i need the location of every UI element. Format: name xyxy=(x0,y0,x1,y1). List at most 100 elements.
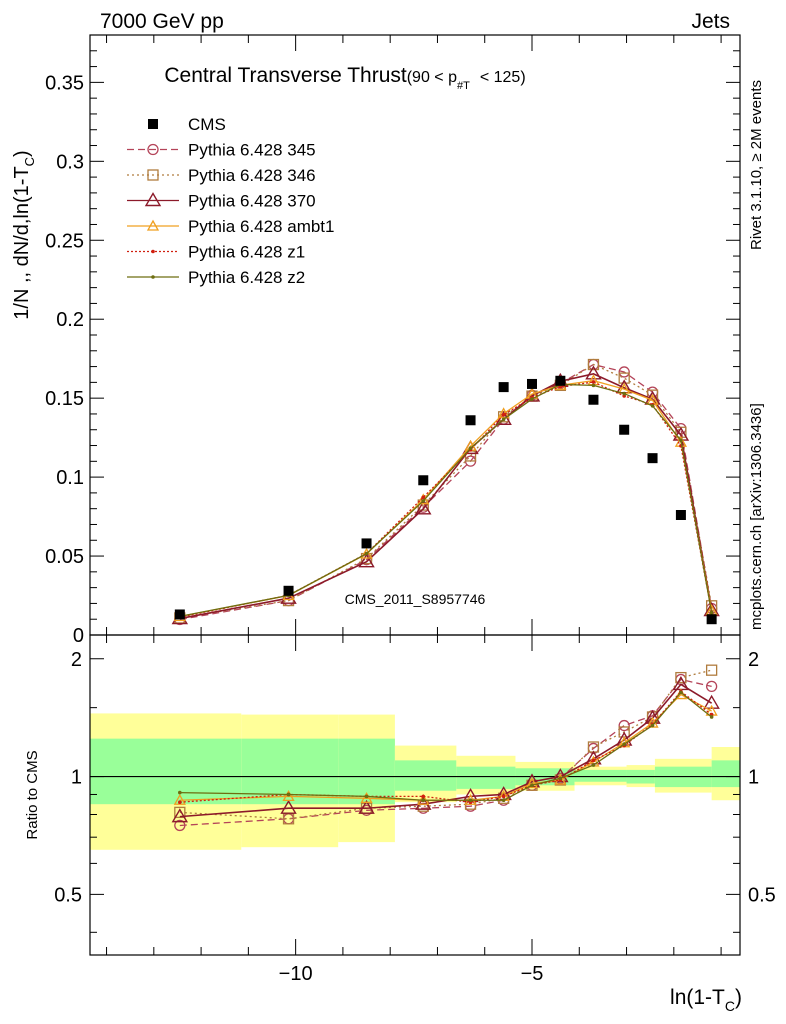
ratio-series-lines xyxy=(171,664,720,832)
series-line xyxy=(179,363,713,621)
rivet-label: Rivet 3.1.10, ≥ 2M events xyxy=(748,80,765,250)
cms-data-point xyxy=(647,453,658,464)
ratio-series-marker xyxy=(421,794,426,799)
ratio-series-marker xyxy=(618,719,630,732)
series-marker xyxy=(650,404,655,408)
series-marker xyxy=(591,383,596,388)
y-tick-label: 0.1 xyxy=(56,467,84,489)
cms-data-point xyxy=(675,510,686,520)
ratio-inner-band xyxy=(394,760,457,791)
cms-data-point xyxy=(588,394,599,405)
ratio-series-marker xyxy=(709,715,714,719)
ratio-series-marker xyxy=(286,792,291,797)
series-marker xyxy=(587,358,600,371)
cms-data-point xyxy=(174,609,185,620)
ratio-panel: 0.5 0.5 1 1 2 2 −10 −5 xyxy=(54,634,776,985)
y-axis-label-main: 1/N ,, dN/d,ln(1-T xyxy=(11,166,33,319)
ratio-series-marker xyxy=(705,664,718,676)
header-right: Jets xyxy=(691,10,730,33)
legend-cms-label: CMS xyxy=(188,115,226,134)
legend-marker xyxy=(147,169,159,181)
ratio-series-marker xyxy=(171,808,189,823)
ratio-series-marker xyxy=(703,694,720,709)
series-marker xyxy=(591,380,596,384)
ratio-series-marker xyxy=(178,800,182,805)
ratio-series-marker xyxy=(282,790,295,802)
main-axes: 0 0.05 0.1 0.15 0.2 0.25 0.3 0.35 xyxy=(45,35,740,647)
ratio-y-label: Ratio to CMS xyxy=(24,750,41,839)
series-line xyxy=(179,383,713,618)
series-marker xyxy=(358,553,375,568)
legend-label: Pythia 6.428 z2 xyxy=(188,268,305,287)
legend-marker xyxy=(146,219,160,231)
ratio-series-marker xyxy=(679,690,683,695)
series-marker xyxy=(360,547,373,559)
series-2 xyxy=(171,365,720,625)
ratio-y-tick-label-right: 0.5 xyxy=(748,884,776,906)
cms-data-point xyxy=(465,415,476,426)
y-tick-label: 0.3 xyxy=(56,151,84,173)
watermark: CMS_2011_S8957746 xyxy=(345,591,486,607)
legend-label: Pythia 6.428 346 xyxy=(188,166,316,185)
y-tick-label: 0.25 xyxy=(45,230,84,252)
ratio-frame xyxy=(89,634,741,956)
cms-data-point xyxy=(619,424,630,435)
ratio-series-marker xyxy=(591,758,596,763)
ratio-inner-band xyxy=(711,760,740,788)
ratio-series-marker xyxy=(501,794,506,799)
cms-data-point xyxy=(418,475,429,486)
y-tick-label: 0.05 xyxy=(45,546,84,568)
series-marker xyxy=(679,438,683,443)
chart-title-suffix: (90 < p xyxy=(407,69,457,86)
ratio-y-tick-label: 0.5 xyxy=(54,884,82,906)
x-axis-label-main: ln(1-T xyxy=(670,986,725,1009)
cms-data-point xyxy=(527,378,537,389)
series-marker xyxy=(585,365,602,380)
series-line xyxy=(179,379,713,618)
legend-label: Pythia 6.428 345 xyxy=(188,141,316,160)
main-series-lines xyxy=(171,358,720,626)
y-tick-label: 0.35 xyxy=(45,72,84,94)
y-axis-label-sub: C xyxy=(22,157,37,166)
ratio-series-marker xyxy=(421,798,426,803)
ratio-bands xyxy=(90,713,740,850)
main-panel: 0 0.05 0.1 0.15 0.2 0.25 0.3 0.35 CMS_2011_S895… xyxy=(45,34,741,647)
y-tick-label: 0 xyxy=(73,625,84,647)
cms-data-points xyxy=(174,375,717,625)
legend-marker xyxy=(151,249,155,254)
ratio-series-marker xyxy=(622,742,626,746)
ratio-series-marker xyxy=(174,819,186,832)
legend-label: Pythia 6.428 370 xyxy=(188,192,316,211)
ratio-series-marker xyxy=(415,795,432,810)
x-tick-label: −5 xyxy=(521,963,544,985)
ratio-series-marker xyxy=(173,793,186,805)
legend-marker xyxy=(147,143,159,156)
ratio-series-5 xyxy=(178,690,714,803)
ratio-series-marker xyxy=(675,671,687,684)
ratio-y-tick-label: 2 xyxy=(71,649,82,671)
legend-marker xyxy=(144,192,162,207)
cms-data-point xyxy=(706,614,717,625)
ratio-y-tick-label-right: 1 xyxy=(748,767,759,789)
legend-label: Pythia 6.428 z1 xyxy=(188,243,305,262)
ratio-series-marker xyxy=(358,799,375,814)
y-axis-label-end: ) xyxy=(11,150,33,157)
series-marker xyxy=(421,495,426,500)
x-axis-label-end: ) xyxy=(735,986,742,1009)
series-line xyxy=(179,363,713,619)
ratio-y-tick-label: 1 xyxy=(71,767,82,789)
legend-label: Pythia 6.428 ambt1 xyxy=(188,217,334,236)
series-marker xyxy=(618,366,630,378)
x-axis-label: ln(1-TC) xyxy=(670,986,742,1014)
ratio-inner-band xyxy=(574,769,627,782)
cms-data-point xyxy=(498,382,509,393)
cms-data-point xyxy=(361,538,372,549)
y-tick-label: 0.15 xyxy=(45,388,84,410)
series-marker xyxy=(364,551,369,556)
ratio-series-marker xyxy=(174,806,186,819)
series-marker xyxy=(421,499,426,503)
ratio-series-marker xyxy=(501,798,506,803)
x-axis-label-sub: C xyxy=(725,998,735,1014)
series-5 xyxy=(178,382,714,619)
